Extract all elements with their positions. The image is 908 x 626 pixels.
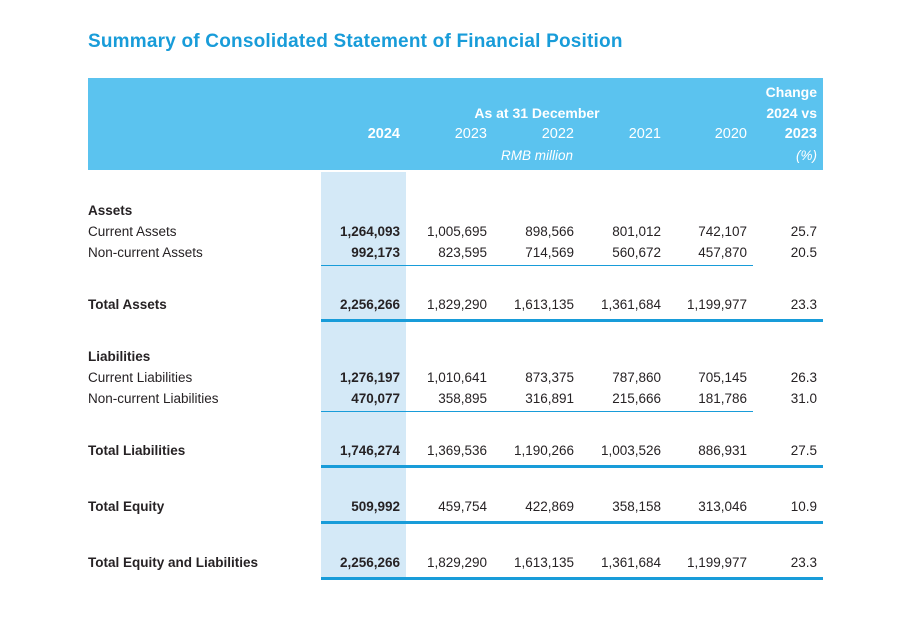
- cell-change-pct: 23.3: [790, 297, 817, 312]
- row-label: Total Assets: [88, 297, 167, 312]
- cell-2024: 2,256,266: [339, 297, 400, 312]
- cell-2020: 181,786: [698, 391, 747, 406]
- cell-2022: 1,613,135: [513, 555, 574, 570]
- cell-2021: 1,361,684: [600, 297, 661, 312]
- cell-2023: 1,829,290: [426, 555, 487, 570]
- year-header-2020: 2020: [714, 126, 747, 142]
- cell-2023: 459,754: [438, 499, 487, 514]
- cell-2022: 898,566: [525, 224, 574, 239]
- cell-2023: 823,595: [438, 245, 487, 260]
- row-label: Total Liabilities: [88, 443, 186, 458]
- cell-2024: 992,173: [351, 245, 400, 260]
- separator-rule-thick: [321, 521, 823, 524]
- cell-2023: 1,369,536: [426, 443, 487, 458]
- cell-2020: 705,145: [698, 370, 747, 385]
- change-column-sub: 2024 vs: [766, 105, 817, 121]
- table-row: Total Liabilities 1,746,274 1,369,536 1,190…: [88, 440, 823, 461]
- row-label: Current Liabilities: [88, 370, 193, 385]
- cell-change-pct: 27.5: [790, 443, 817, 458]
- cell-2020: 1,199,977: [686, 297, 747, 312]
- row-label: Assets: [88, 203, 133, 218]
- header-line-4: RMB million (%): [88, 145, 823, 166]
- financial-position-table: Change As at 31 December 2024 vs 2024 202…: [88, 78, 823, 580]
- year-header-spacer: [88, 124, 321, 145]
- table-row: Total Equity and Liabilities 2,256,266 1,8…: [88, 552, 823, 573]
- cell-2024: 1,276,197: [339, 370, 400, 385]
- cell-2023: 358,895: [438, 391, 487, 406]
- table-row: Non-current Assets 992,173 823,595 714,569 5…: [88, 242, 823, 263]
- row-label: Non-current Assets: [88, 245, 203, 260]
- separator-rule-thick: [321, 319, 823, 322]
- cell-2020: 457,870: [698, 245, 747, 260]
- cell-2020: 886,931: [698, 443, 747, 458]
- cell-2021: 787,860: [612, 370, 661, 385]
- year-header-2022: 2022: [541, 126, 574, 142]
- page-title: Summary of Consolidated Statement of Fin…: [88, 31, 623, 52]
- year-header-2024: 2024: [367, 126, 400, 142]
- cell-2022: 316,891: [525, 391, 574, 406]
- change-column-header: Change: [765, 84, 817, 100]
- year-header-2023: 2023: [454, 126, 487, 142]
- row-label: Total Equity: [88, 499, 165, 514]
- cell-2021: 215,666: [612, 391, 661, 406]
- separator-rule-thick: [321, 577, 823, 580]
- cell-change-pct: 26.3: [790, 370, 817, 385]
- cell-2024: 509,992: [351, 499, 400, 514]
- row-label: Total Equity and Liabilities: [88, 555, 259, 570]
- cell-2022: 1,190,266: [513, 443, 574, 458]
- cell-change-pct: 20.5: [790, 245, 817, 260]
- row-label: Non-current Liabilities: [88, 391, 219, 406]
- cell-change-pct: 31.0: [790, 391, 817, 406]
- cell-2024: 1,746,274: [339, 443, 400, 458]
- row-label: Current Assets: [88, 224, 177, 239]
- cell-2022: 422,869: [525, 499, 574, 514]
- cell-2021: 1,003,526: [600, 443, 661, 458]
- separator-rule-thin: [321, 265, 753, 266]
- table-row: Current Assets 1,264,093 1,005,695 898,566 8…: [88, 221, 823, 242]
- cell-2021: 560,672: [612, 245, 661, 260]
- table-header: Change As at 31 December 2024 vs 2024 202…: [88, 78, 823, 170]
- cell-change-pct: 10.9: [790, 499, 817, 514]
- cell-2020: 1,199,977: [686, 555, 747, 570]
- table-row: Current Liabilities 1,276,197 1,010,641 873…: [88, 367, 823, 388]
- separator-rule-thin: [321, 411, 753, 412]
- cell-change-pct: 25.7: [790, 224, 817, 239]
- cell-2024: 2,256,266: [339, 555, 400, 570]
- cell-2021: 358,158: [612, 499, 661, 514]
- year-header-2021: 2021: [628, 126, 661, 142]
- cell-2020: 313,046: [698, 499, 747, 514]
- table-body: Assets Current Assets 1,264,093 1,005,695 89…: [88, 170, 823, 580]
- period-label: As at 31 December: [474, 105, 600, 121]
- header-line-1: Change: [88, 82, 823, 103]
- cell-2023: 1,010,641: [426, 370, 487, 385]
- header-line-2: As at 31 December 2024 vs: [88, 103, 823, 124]
- cell-2023: 1,005,695: [426, 224, 487, 239]
- cell-2022: 714,569: [525, 245, 574, 260]
- row-label: Liabilities: [88, 349, 151, 364]
- cell-2022: 1,613,135: [513, 297, 574, 312]
- cell-2020: 742,107: [698, 224, 747, 239]
- table-row: Non-current Liabilities 470,077 358,895 316…: [88, 388, 823, 409]
- separator-rule-thick: [321, 465, 823, 468]
- cell-2022: 873,375: [525, 370, 574, 385]
- change-column-year: 2023: [784, 126, 817, 142]
- table-row: Assets: [88, 200, 823, 221]
- table-row: Total Assets 2,256,266 1,829,290 1,613,135 1…: [88, 294, 823, 315]
- cell-2024: 470,077: [351, 391, 400, 406]
- change-column-unit: (%): [796, 148, 817, 163]
- unit-label: RMB million: [500, 148, 573, 163]
- cell-2021: 801,012: [612, 224, 661, 239]
- table-row: Total Equity 509,992 459,754 422,869 358,158…: [88, 496, 823, 517]
- highlight-2024-column: [321, 172, 406, 580]
- cell-2021: 1,361,684: [600, 555, 661, 570]
- table-row: Liabilities: [88, 346, 823, 367]
- year-header-row: 2024 2023 2022 2021 2020 2023: [88, 124, 823, 145]
- cell-2023: 1,829,290: [426, 297, 487, 312]
- cell-2024: 1,264,093: [339, 224, 400, 239]
- cell-change-pct: 23.3: [790, 555, 817, 570]
